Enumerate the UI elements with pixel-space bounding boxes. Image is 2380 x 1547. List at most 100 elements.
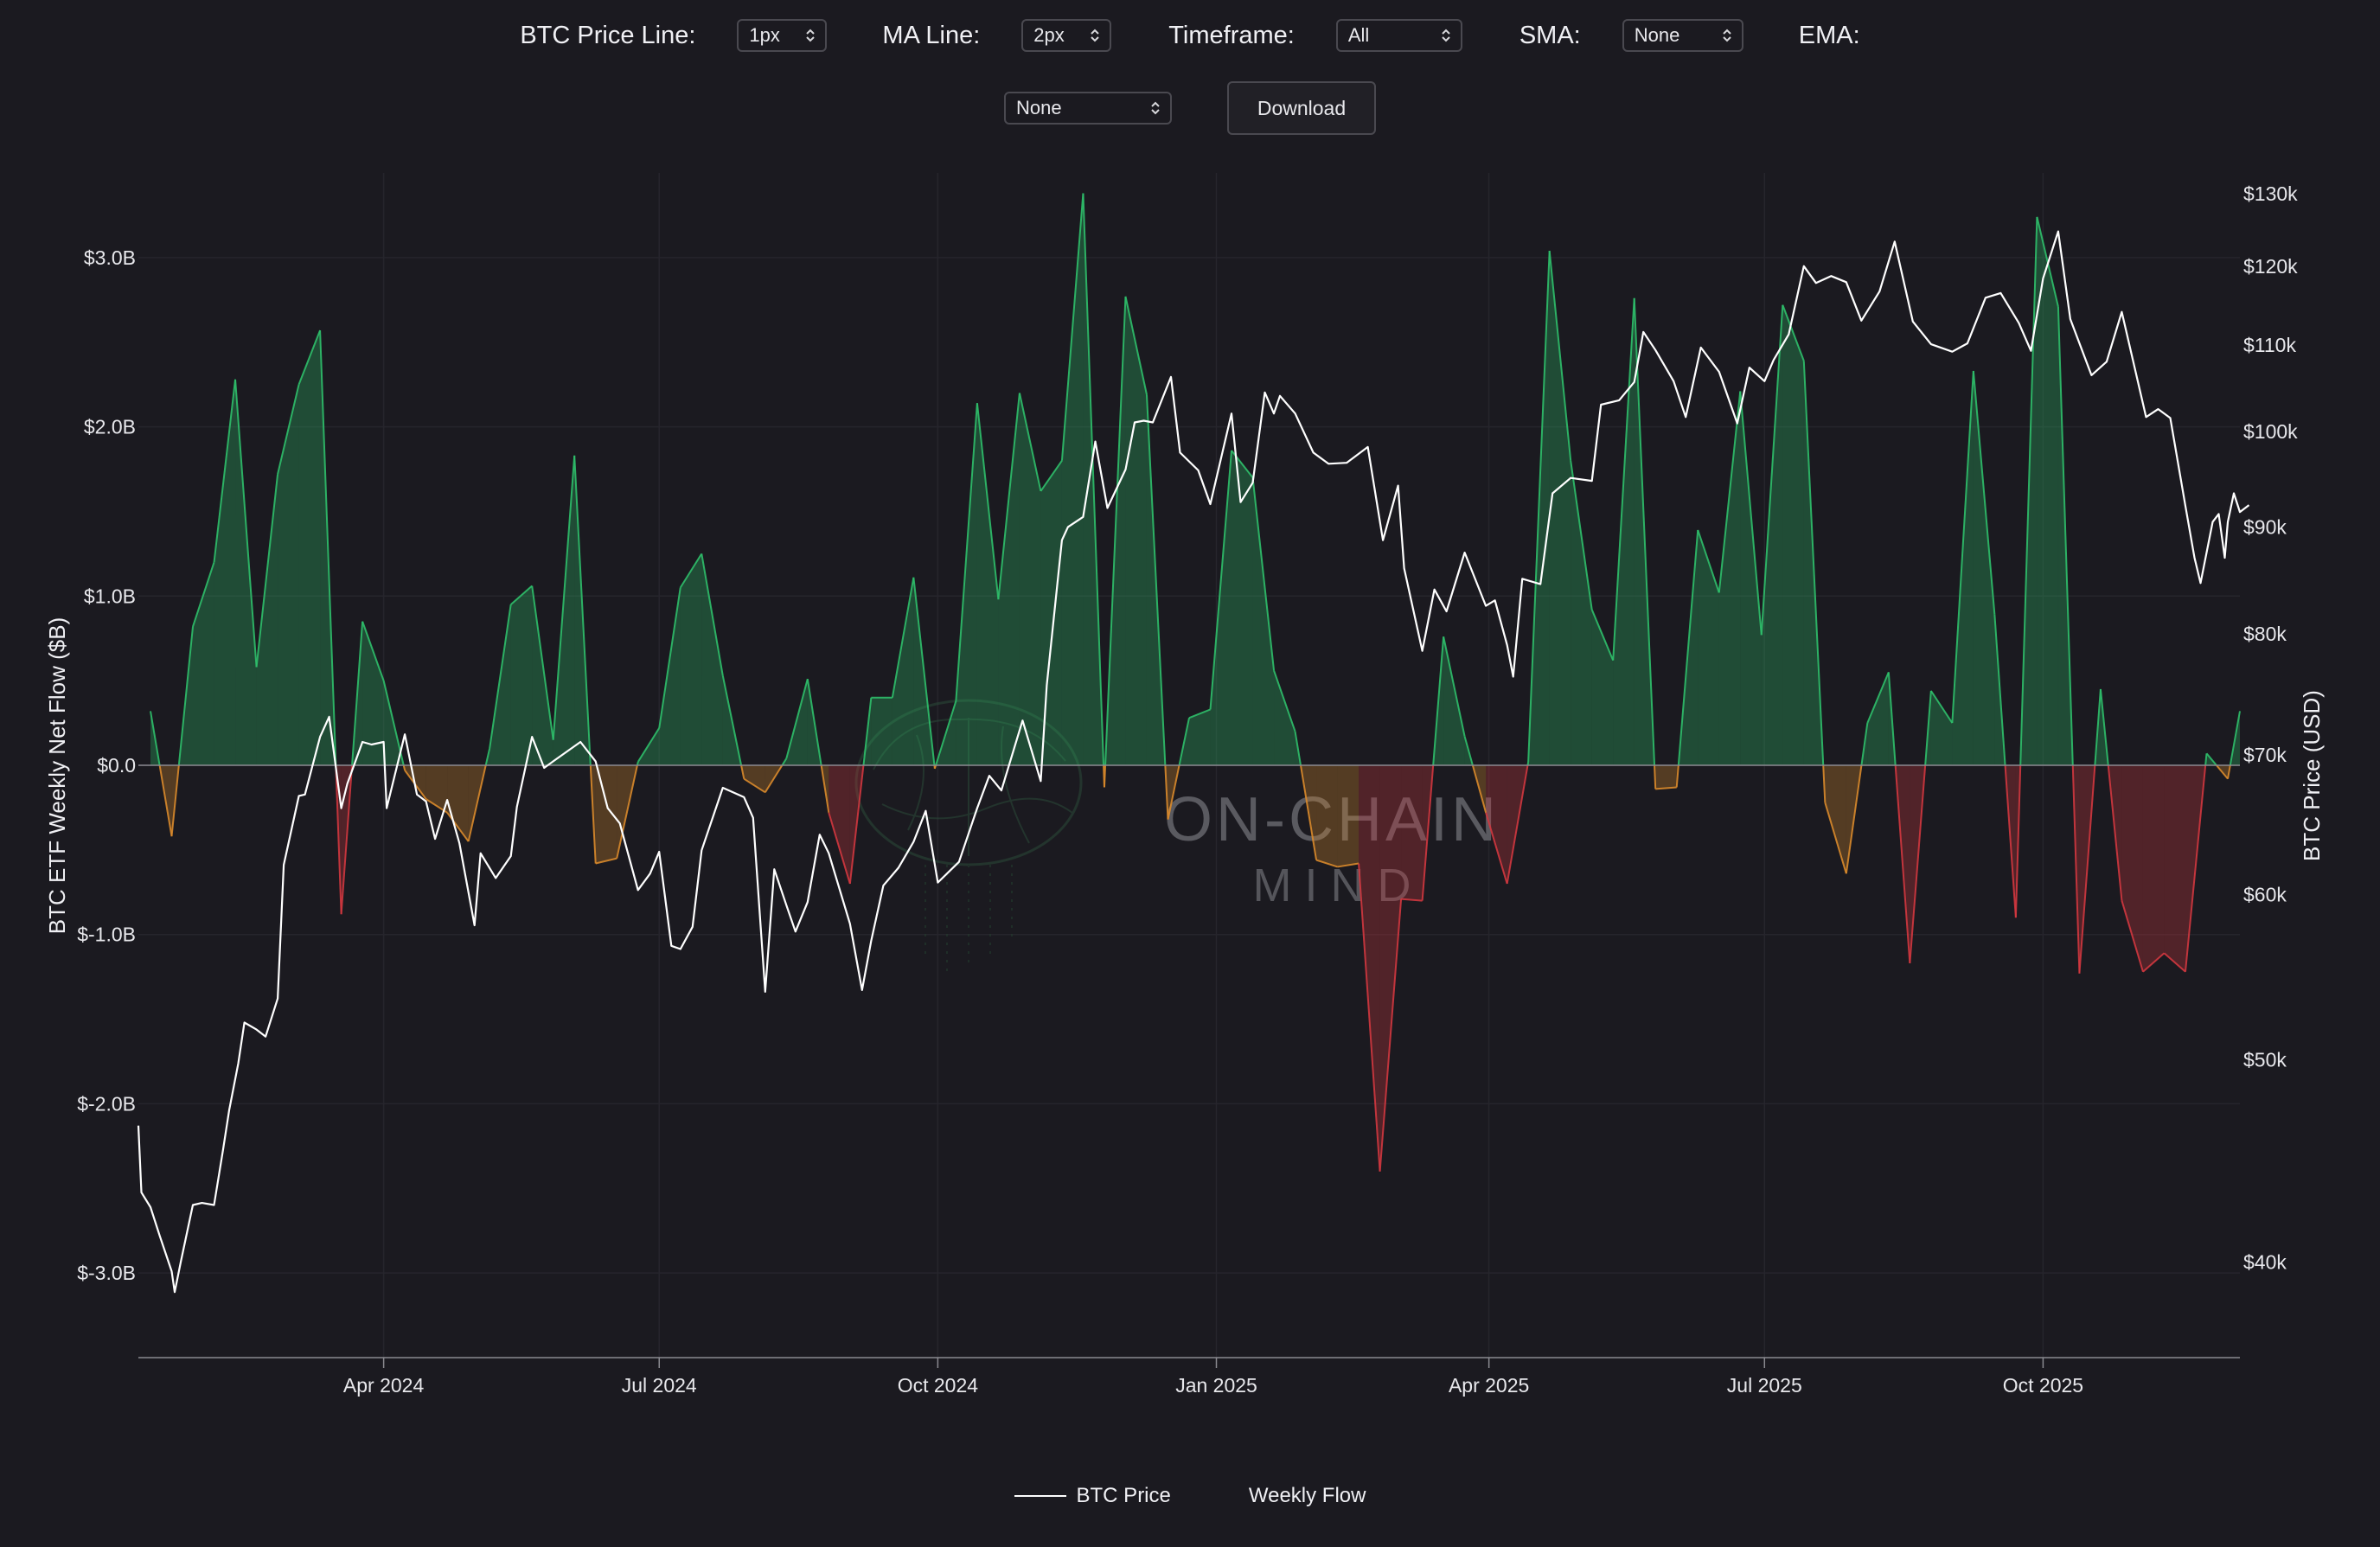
flow-edge-segment [595,857,617,865]
flow-area-segment [256,474,278,765]
flow-edge-segment [2205,752,2217,766]
download-button[interactable]: Download [1227,81,1376,135]
flow-edge-segment [2229,711,2241,766]
flow-edge-segment [2099,688,2109,766]
price-line-label: BTC Price Line: [520,21,696,49]
x-axis-ticks: Apr 2024 Jul 2024 Oct 2024 Jan 2025 Apr 2025… [343,1358,2083,1397]
flow-area-segment [1210,450,1232,765]
right-tick-label: $70k [2243,744,2287,766]
flow-area-segment [1359,765,1380,1172]
btc-price-line [137,230,2250,1294]
left-tick-label: $1.0B [84,585,136,607]
x-tick-label: Jul 2025 [1727,1374,1802,1397]
chart-controls-row-2: None Download [0,80,2380,137]
flow-area-segment [680,553,702,765]
flow-edge-segment [1164,764,1169,820]
x-tick-label: Apr 2024 [343,1374,425,1397]
flow-edge-segment [1924,690,1932,766]
flow-edge-segment [1421,764,1435,901]
sma-label: SMA: [1519,21,1581,49]
flow-edge-segment [298,329,322,386]
flow-edge-segment [177,626,195,766]
flow-edge-segment [484,748,491,766]
flow-edge-segment [721,675,743,766]
watermark-line-1: ON-CHAIN [1164,785,1500,854]
flow-edge-segment [2078,764,2096,974]
flow-edge-segment [467,764,487,842]
flow-edge-segment [1432,636,1445,766]
flow-edge-segment [1178,717,1190,766]
flow-edge-segment [637,727,661,763]
x-tick-label: Oct 2025 [2003,1374,2083,1397]
flow-area-segment [1825,765,1846,874]
flow-edge-segment [489,604,512,749]
flow-edge-segment [1506,764,1529,885]
flow-edge-segment [589,764,597,864]
x-tick-label: Jul 2024 [622,1374,697,1397]
flow-area-segment [595,765,617,864]
flow-edge-segment [1739,391,1763,636]
flow-area-segment [532,585,553,765]
flow-edge-segment [2019,216,2038,766]
flow-edge-segment [820,764,830,813]
flow-area-segment [425,765,448,813]
flow-edge-segment [1633,297,1656,766]
flow-area-segment [1232,450,1253,765]
legend-item-price[interactable]: BTC Price [1014,1484,1171,1508]
flow-edge-segment [1463,736,1474,766]
flow-edge-segment [740,764,745,779]
flow-edge-segment [1273,670,1296,732]
sma-value: None [1634,24,1680,46]
right-tick-label: $120k [2243,255,2298,278]
flow-edge-segment [1167,764,1180,820]
flow-area-segment [2164,765,2185,972]
flow-edge-segment [2216,764,2229,780]
right-tick-label: $90k [2243,515,2287,538]
flow-area-segment [298,330,321,765]
price-line-select[interactable]: 1px [737,19,828,52]
timeframe-select[interactable]: All [1335,19,1462,52]
flow-area-segment [1549,251,1571,765]
flow-area-segment [998,393,1020,765]
right-tick-label: $80k [2243,623,2287,645]
flow-area-segment [1486,765,1507,884]
flow-area-segment [1061,193,1084,765]
flow-edge-segment [1824,802,1847,874]
left-tick-label: $-2.0B [77,1092,136,1115]
ema-select[interactable]: None [1004,92,1172,125]
right-axis-label: BTC Price (USD) [2299,690,2325,861]
flow-edge-segment [150,711,161,766]
flow-edge-segment [446,812,470,842]
flow-edge-segment [2184,764,2207,972]
flow-edge-segment [862,697,873,766]
flow-edge-segment [976,403,1000,600]
x-tick-label: Oct 2024 [898,1374,979,1397]
flow-edge-segment [2142,952,2166,973]
flow-edge-segment [1760,304,1784,636]
flow-edge-segment [1654,764,1657,789]
chevron-updown-icon [1091,29,1099,42]
flow-edge-segment [2204,753,2208,766]
right-axis-ticks: $130k $120k $110k $100k $90k $80k $70k $60k $50k… [2243,182,2298,1274]
right-tick-label: $130k [2243,182,2298,205]
flow-edge-segment [1782,304,1805,361]
flow-edge-segment [1866,671,1890,724]
chart-legend: BTC Price Weekly Flow [0,1484,2380,1508]
ma-line-select[interactable]: 2px [1021,19,1112,52]
flow-edge-segment [1951,370,1974,724]
legend-price-label: BTC Price [1076,1484,1171,1507]
flow-edge-segment [2163,952,2186,973]
flow-edge-segment [2004,764,2017,918]
flow-area-segment [447,765,469,842]
left-tick-label: $-3.0B [77,1262,136,1284]
flow-edge-segment [277,384,300,475]
flow-edge-segment [848,764,865,885]
flow-edge-segment [1972,370,1996,615]
left-tick-label: $0.0 [97,754,136,777]
right-tick-label: $60k [2243,883,2287,905]
flow-edge-segment [1040,460,1063,492]
legend-item-flow[interactable]: Weekly Flow [1249,1484,1366,1508]
flow-edge-segment [1802,361,1825,766]
flow-edge-segment [1612,297,1635,661]
sma-select[interactable]: None [1622,19,1743,52]
